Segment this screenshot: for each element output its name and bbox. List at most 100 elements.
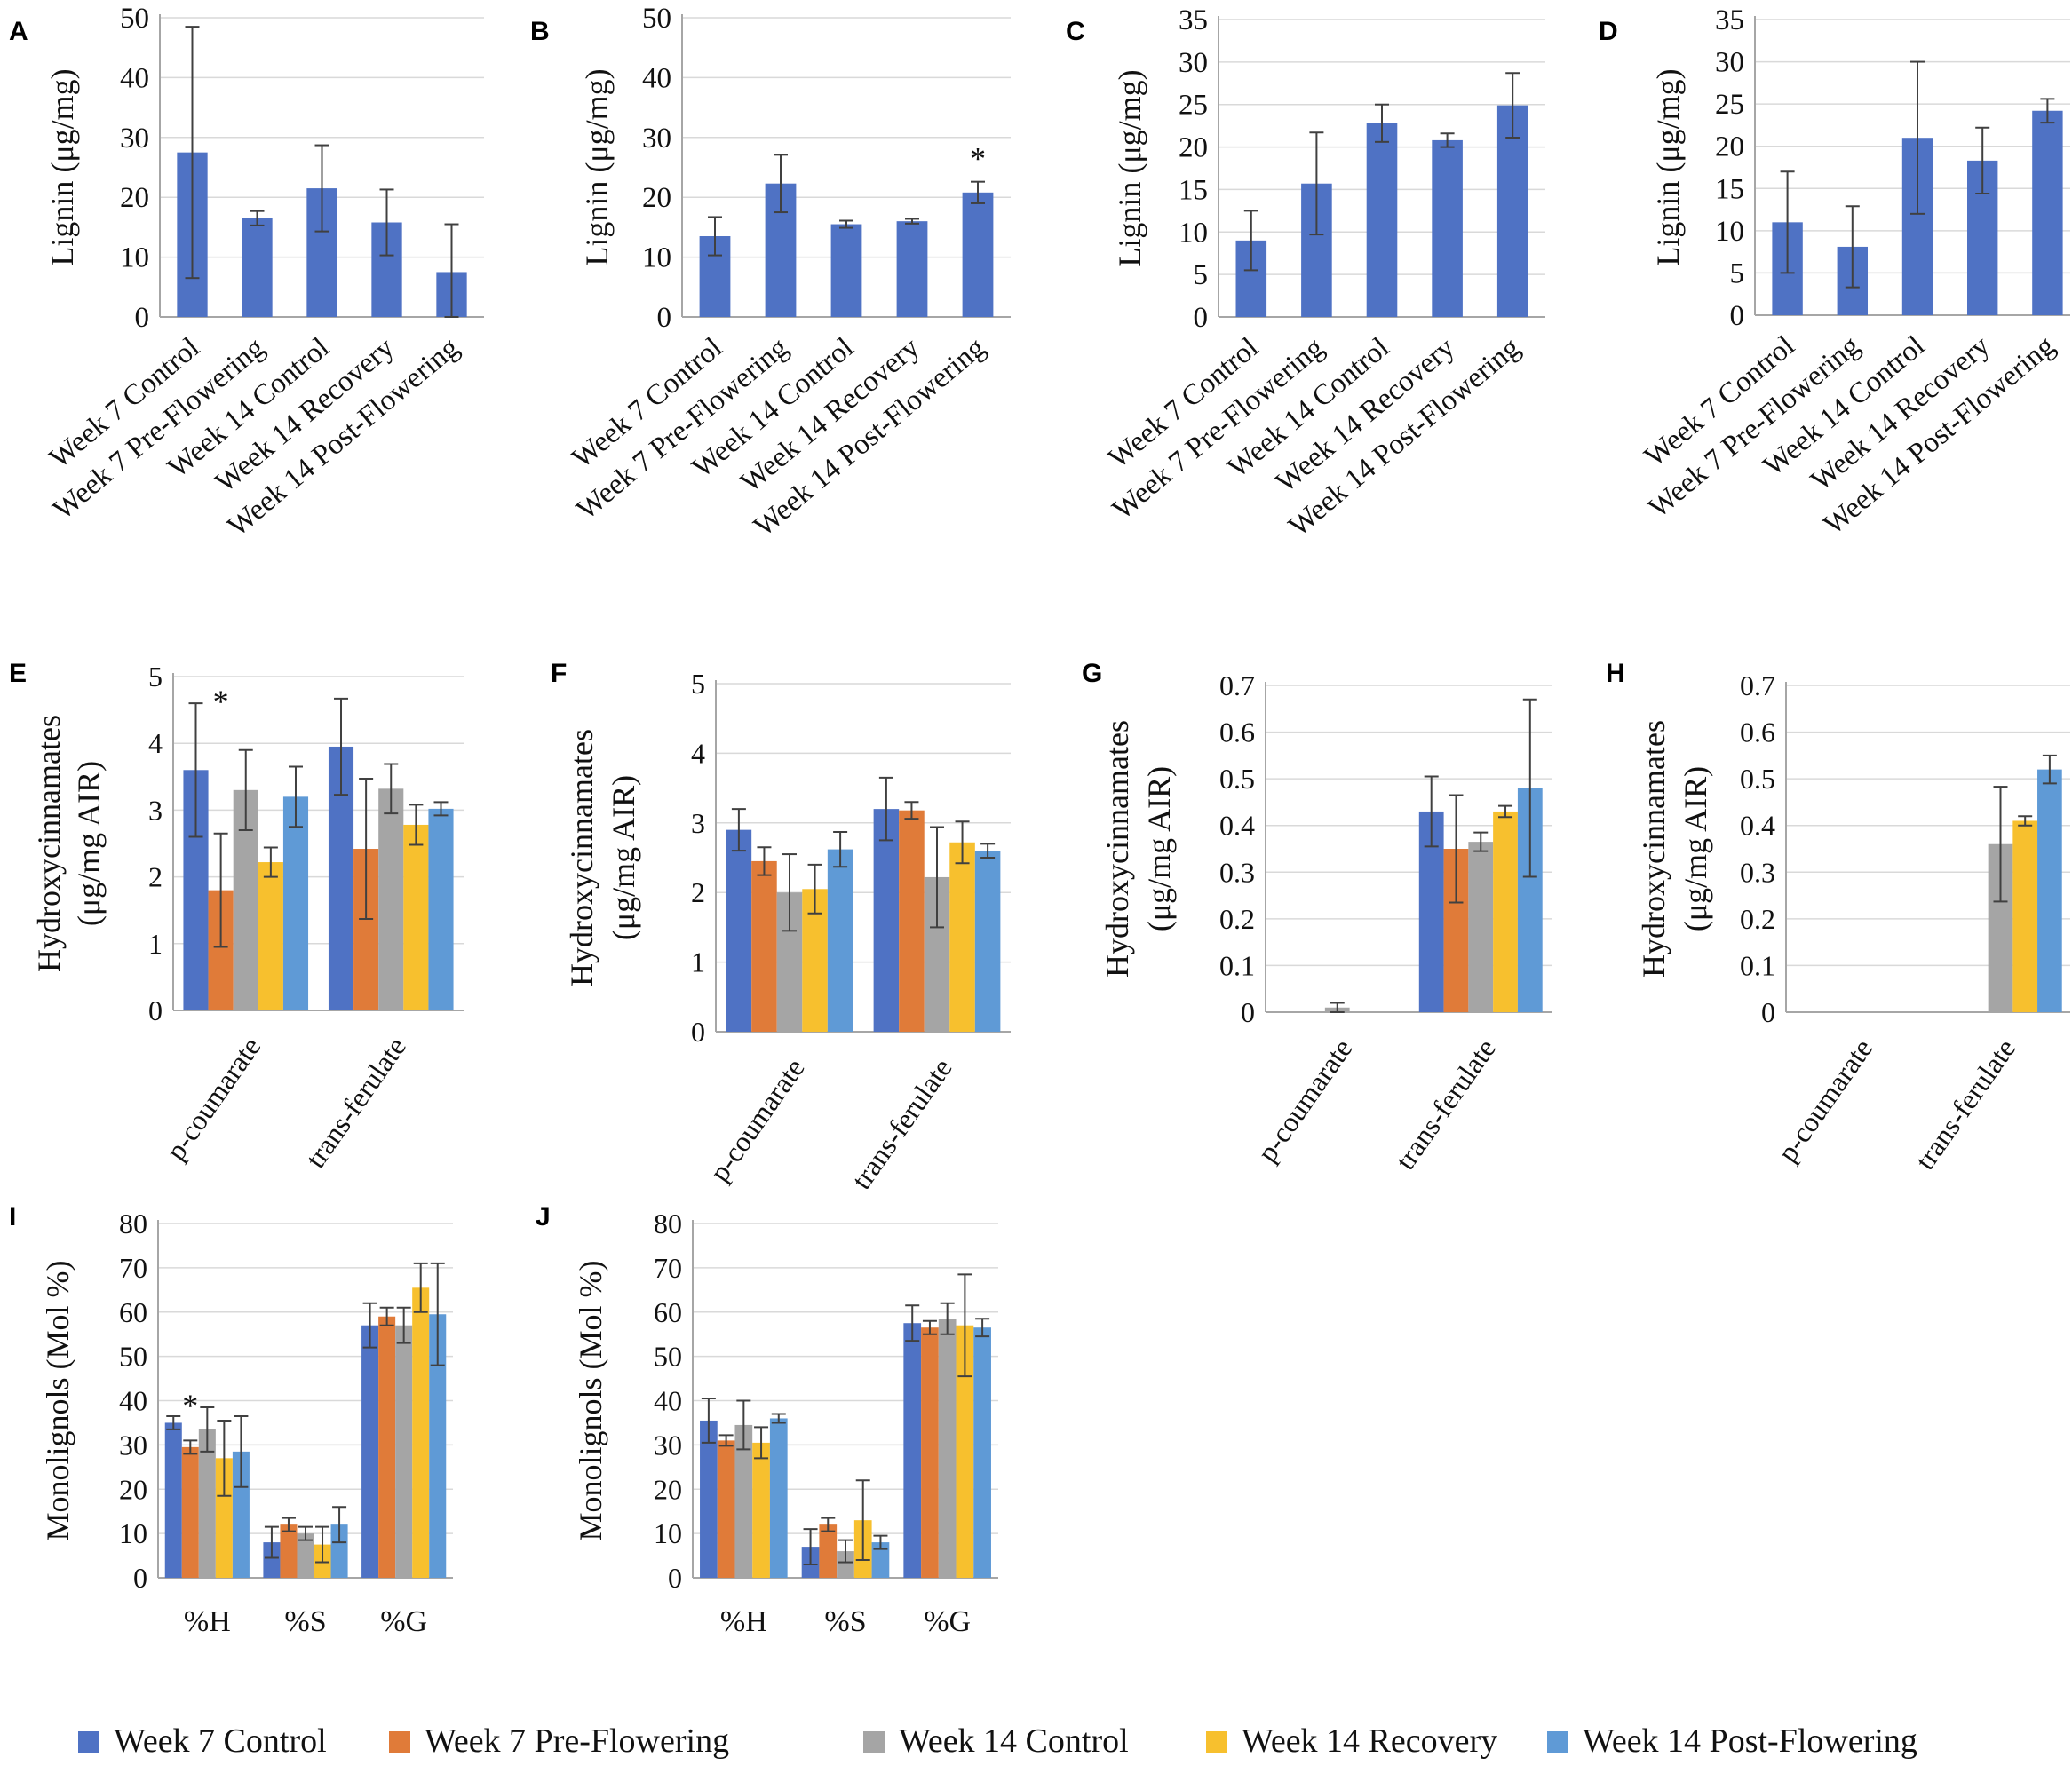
bar xyxy=(726,829,752,1032)
y-tick-label: 40 xyxy=(654,1385,682,1417)
y-tick-label: 30 xyxy=(1715,47,1744,79)
bar xyxy=(2037,769,2062,1012)
y-tick-label: 1 xyxy=(148,928,163,960)
legend-label: Week 7 Pre-Flowering xyxy=(425,1722,729,1760)
bar xyxy=(215,1458,233,1578)
bar xyxy=(198,1429,216,1578)
bar xyxy=(1493,811,1518,1012)
y-tick-label: 20 xyxy=(642,182,671,214)
x-tick-label: trans-ferulate xyxy=(1909,1033,2021,1175)
bar xyxy=(2032,110,2063,315)
y-axis-label: Lignin (μg/mg) xyxy=(579,68,615,265)
y-tick-label: 15 xyxy=(1715,173,1744,205)
legend-item: Week 7 Pre-Flowering xyxy=(389,1722,729,1760)
y-axis-label: Hydroxycinnamates xyxy=(1636,720,1671,978)
y-axis-label-units: (μg/mg AIR) xyxy=(606,775,641,940)
y-tick-label: 50 xyxy=(654,1341,682,1373)
x-tick-label: p-coumarate xyxy=(703,1052,811,1187)
x-tick-label: p-coumarate xyxy=(1771,1033,1878,1168)
bar xyxy=(751,860,777,1032)
y-tick-label: 0 xyxy=(668,1562,682,1594)
bar xyxy=(1496,105,1528,318)
y-tick-label: 10 xyxy=(654,1517,682,1549)
y-tick-label: 3 xyxy=(148,794,163,826)
x-tick-label: p-coumarate xyxy=(1250,1033,1358,1168)
y-tick-label: 60 xyxy=(119,1296,147,1328)
y-tick-label: 20 xyxy=(119,1473,147,1505)
y-tick-label: 4 xyxy=(691,737,705,769)
y-tick-label: 20 xyxy=(1179,132,1208,164)
y-tick-label: 0 xyxy=(148,994,163,1026)
panel-label: C xyxy=(1066,17,1085,46)
bar xyxy=(164,1422,182,1578)
y-tick-label: 0.3 xyxy=(1219,856,1255,888)
panel-label: G xyxy=(1082,659,1102,688)
significance-mark: * xyxy=(970,141,986,177)
significance-mark: * xyxy=(213,684,229,719)
y-tick-label: 1 xyxy=(691,946,705,978)
legend-swatch xyxy=(1206,1731,1227,1753)
y-tick-label: 60 xyxy=(654,1296,682,1328)
y-tick-label: 30 xyxy=(119,1429,147,1461)
y-tick-label: 40 xyxy=(120,62,149,94)
legend: Week 7 Control Week 7 Pre-Flowering Week 1… xyxy=(78,1722,1917,1760)
y-tick-label: 0 xyxy=(1194,302,1209,334)
bar xyxy=(962,192,994,317)
y-axis-label: Lignin (μg/mg) xyxy=(1112,69,1147,266)
y-axis-label: Monolignols (Mol %) xyxy=(573,1260,608,1540)
y-tick-label: 50 xyxy=(120,3,149,35)
panel-h: H 0 0.1 0.2 0.3 0.4 0.5 0.6 0.7 Hydroxycinnamates… xyxy=(1606,659,2070,1176)
bar xyxy=(1468,842,1494,1012)
panel-g: G 0 0.1 0.2 0.3 0.4 0.5 0.6 0.7 Hydroxycinnamates… xyxy=(1082,659,1552,1176)
bar xyxy=(974,851,1001,1032)
y-tick-label: 80 xyxy=(654,1208,682,1239)
bar xyxy=(899,810,925,1032)
y-tick-label: 0 xyxy=(691,1016,705,1048)
y-tick-label: 50 xyxy=(119,1341,147,1373)
y-tick-label: 10 xyxy=(1715,216,1744,248)
x-tick-label: %S xyxy=(824,1605,866,1638)
panel-j: J 0 10 20 30 40 50 60 70 80 Monolignols (Mol %) %H%… xyxy=(536,1202,998,1638)
y-tick-label: 40 xyxy=(119,1385,147,1417)
y-axis-label: Hydroxycinnamates xyxy=(564,729,599,986)
y-axis-label-units: (μg/mg AIR) xyxy=(1678,766,1713,931)
bar xyxy=(378,1316,396,1578)
y-axis-label-units: (μg/mg AIR) xyxy=(71,761,107,926)
y-axis-label: Monolignols (Mol %) xyxy=(40,1260,75,1540)
y-tick-label: 5 xyxy=(691,668,705,700)
bar xyxy=(973,1327,991,1578)
y-tick-label: 20 xyxy=(120,182,149,214)
y-tick-label: 70 xyxy=(119,1252,147,1284)
bar xyxy=(2012,820,2038,1012)
y-tick-label: 10 xyxy=(120,242,149,274)
y-axis-label-units: (μg/mg AIR) xyxy=(1141,766,1177,931)
bar xyxy=(429,1314,447,1578)
panel-label: F xyxy=(551,659,567,688)
bar xyxy=(871,1542,890,1578)
y-tick-label: 0 xyxy=(135,302,150,334)
bar xyxy=(232,1451,250,1578)
y-tick-label: 0.1 xyxy=(1740,949,1775,981)
y-tick-label: 80 xyxy=(119,1208,147,1239)
y-tick-label: 0 xyxy=(133,1562,147,1594)
panel-label: I xyxy=(9,1202,16,1231)
bar xyxy=(903,1323,922,1578)
x-tick-label: trans-ferulate xyxy=(299,1031,412,1173)
y-tick-label: 0.4 xyxy=(1740,810,1775,842)
bar xyxy=(403,824,429,1010)
legend-label: Week 14 Post-Flowering xyxy=(1583,1722,1917,1760)
bar xyxy=(921,1327,939,1578)
y-tick-label: 0 xyxy=(1730,300,1745,332)
bar xyxy=(428,808,454,1010)
y-tick-label: 30 xyxy=(120,123,149,154)
panel-label: J xyxy=(536,1202,551,1231)
y-tick-label: 20 xyxy=(654,1473,682,1505)
bar xyxy=(395,1325,413,1578)
panel-label: H xyxy=(1606,659,1625,688)
y-tick-label: 30 xyxy=(642,123,671,154)
panel-i: I 0 10 20 30 40 50 60 70 80 Monolignols (Mol %) %H%… xyxy=(9,1202,453,1638)
y-tick-label: 50 xyxy=(642,3,671,35)
